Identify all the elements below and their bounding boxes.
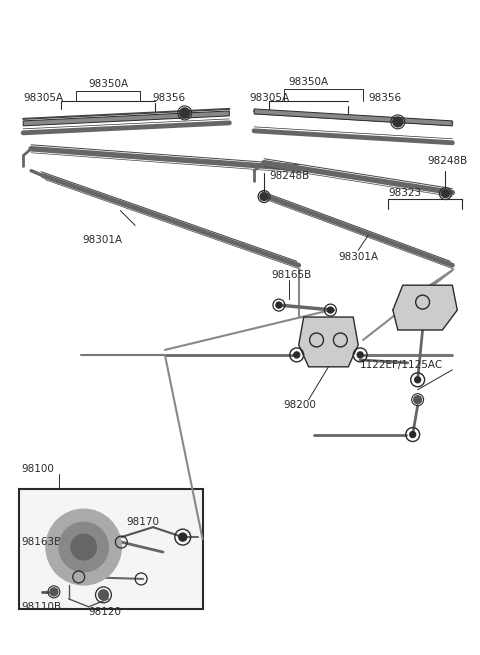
Text: 98248B: 98248B: [428, 156, 468, 166]
Text: 98350A: 98350A: [289, 77, 329, 87]
Circle shape: [46, 509, 121, 585]
Text: 98323: 98323: [388, 187, 421, 198]
FancyBboxPatch shape: [19, 489, 203, 608]
Text: 98305A: 98305A: [249, 93, 289, 103]
Text: 98165B: 98165B: [271, 271, 311, 280]
Text: 98100: 98100: [21, 464, 54, 474]
Circle shape: [327, 307, 334, 313]
Text: 98120: 98120: [89, 607, 121, 617]
Text: 1122EF/1125AC: 1122EF/1125AC: [360, 360, 444, 370]
Circle shape: [276, 302, 282, 308]
Circle shape: [71, 534, 96, 560]
Text: 98301A: 98301A: [338, 252, 379, 262]
Text: 98350A: 98350A: [89, 79, 129, 89]
Circle shape: [98, 590, 108, 600]
Text: 98170: 98170: [126, 517, 159, 527]
Circle shape: [59, 522, 108, 572]
Text: 98163B: 98163B: [21, 537, 61, 547]
Polygon shape: [393, 285, 457, 330]
Circle shape: [442, 189, 449, 198]
Circle shape: [357, 352, 363, 358]
Text: 98305A: 98305A: [23, 93, 63, 103]
Circle shape: [410, 432, 416, 438]
Polygon shape: [254, 109, 452, 126]
Text: 98356: 98356: [152, 93, 185, 103]
Text: 98110B: 98110B: [21, 602, 61, 612]
Text: 98248B: 98248B: [269, 171, 309, 181]
Circle shape: [294, 352, 300, 358]
Text: 98356: 98356: [368, 93, 401, 103]
Text: 98301A: 98301A: [83, 235, 123, 246]
Circle shape: [50, 588, 58, 596]
Circle shape: [415, 377, 420, 383]
Circle shape: [414, 396, 421, 403]
Polygon shape: [23, 111, 229, 126]
Polygon shape: [299, 317, 358, 367]
Circle shape: [260, 193, 268, 200]
Circle shape: [179, 533, 187, 541]
Text: 98200: 98200: [284, 400, 317, 409]
Circle shape: [180, 108, 190, 118]
Circle shape: [393, 117, 403, 127]
